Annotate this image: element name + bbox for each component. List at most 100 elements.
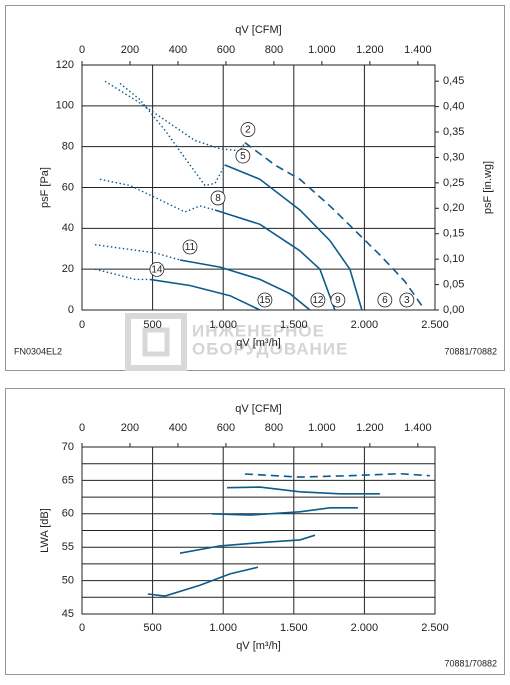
y2-tick-label: 0,15: [443, 228, 464, 240]
x2-tick-label: 200: [121, 422, 139, 434]
curve-label-circle: [377, 292, 393, 308]
stall-curve: [94, 244, 181, 261]
stall-curve: [99, 178, 216, 213]
footer-code: 70881/70882: [444, 346, 497, 356]
y-tick-label: 50: [62, 575, 74, 587]
x2-tick-label: 200: [121, 44, 139, 56]
curve: [224, 164, 363, 311]
curve: [179, 259, 311, 311]
curve-label: 8: [215, 193, 221, 204]
x-tick-label: 0: [79, 622, 85, 634]
y-axis-title: LWA [dB]: [39, 508, 51, 553]
x-axis-title: qV [m³/h]: [236, 337, 281, 349]
x2-tick-label: 0: [79, 422, 85, 434]
x2-tick-label: 400: [169, 422, 187, 434]
curve-label: 6: [382, 295, 388, 306]
watermark-logo: [125, 313, 187, 371]
x2-tick-label: 800: [265, 44, 283, 56]
y-tick-label: 80: [62, 141, 74, 153]
curve: [149, 278, 261, 311]
watermark: ИНЖЕНЕРНОЕ: [192, 321, 325, 340]
x2-tick-label: 1.400: [404, 422, 432, 434]
stall-curve: [104, 80, 246, 152]
footer-code: 70881/70882: [444, 658, 497, 668]
x2-tick-label: 800: [265, 422, 283, 434]
plot-frame: [81, 446, 436, 615]
panel-frame: [5, 388, 505, 675]
y-tick-label: 0: [68, 304, 74, 316]
curve-label: 5: [240, 151, 246, 162]
x-tick-label: 0: [79, 319, 85, 331]
x2-tick-label: 1.200: [356, 422, 384, 434]
y-tick-label: 20: [62, 263, 74, 275]
curve-label-circle: [330, 292, 346, 308]
curve: [244, 141, 426, 311]
curve: [244, 472, 430, 478]
y-tick-label: 45: [62, 608, 74, 620]
y2-tick-label: 0,10: [443, 253, 464, 265]
curve-label: 12: [312, 295, 324, 306]
curve-label: 2: [245, 125, 251, 136]
y-axis-title: psF [Pa]: [39, 167, 51, 208]
panel-frame: [5, 5, 505, 371]
curve-label-circle: [182, 239, 198, 255]
y2-tick-label: 0,25: [443, 177, 464, 189]
footer-code: FN0304EL2: [14, 346, 62, 356]
curve-label: 9: [335, 295, 341, 306]
y2-tick-label: 0,35: [443, 126, 464, 138]
x2-axis-title: qV [CFM]: [235, 403, 281, 415]
curve-label: 14: [151, 265, 163, 276]
y-tick-label: 70: [62, 441, 74, 453]
x2-tick-label: 600: [217, 44, 235, 56]
curve-label: 11: [185, 242, 196, 253]
x-axis-title: qV [m³/h]: [236, 640, 281, 652]
y-tick-label: 100: [56, 100, 74, 112]
x-tick-label: 1.500: [280, 319, 308, 331]
y-tick-label: 55: [62, 541, 74, 553]
x-tick-label: 2.000: [351, 319, 379, 331]
curve: [179, 534, 316, 554]
curve-label-circle: [257, 292, 273, 308]
curve: [214, 209, 336, 311]
y2-tick-label: 0,20: [443, 202, 464, 214]
y2-tick-label: 0,45: [443, 75, 464, 87]
x-tick-label: 1.000: [209, 622, 237, 634]
x2-tick-label: 1.400: [404, 44, 432, 56]
x2-tick-label: 1.000: [308, 44, 336, 56]
y-tick-label: 60: [62, 508, 74, 520]
x2-tick-label: 600: [217, 422, 235, 434]
x-tick-label: 1.000: [209, 319, 237, 331]
x2-tick-label: 400: [169, 44, 187, 56]
curve: [226, 486, 380, 495]
x-tick-label: 1.500: [280, 622, 308, 634]
curve-label-circle: [235, 148, 251, 164]
y2-tick-label: 0,00: [443, 304, 464, 316]
curve-label-circle: [210, 190, 226, 206]
x-tick-label: 2.000: [351, 622, 379, 634]
x2-axis-title: qV [CFM]: [235, 24, 281, 36]
y2-tick-label: 0,30: [443, 151, 464, 163]
curve-label-circle: [399, 292, 415, 308]
y2-tick-label: 0,40: [443, 101, 464, 113]
curve: [211, 507, 358, 516]
x2-tick-label: 0: [79, 44, 85, 56]
x2-tick-label: 1.200: [356, 44, 384, 56]
curve-label-circle: [240, 122, 256, 137]
x-tick-label: 500: [143, 622, 161, 634]
curve-label-circle: [149, 261, 165, 277]
x-tick-label: 2.500: [421, 622, 449, 634]
curve-label-circle: [310, 292, 326, 308]
y2-tick-label: 0,05: [443, 278, 464, 290]
y2-axis-title: psF [in.wg]: [482, 161, 494, 214]
curve-label: 3: [404, 295, 410, 306]
stall-curve: [94, 268, 150, 281]
x2-tick-label: 1.000: [308, 422, 336, 434]
stall-curve: [119, 82, 226, 187]
x-tick-label: 500: [143, 319, 161, 331]
y-tick-label: 60: [62, 181, 74, 193]
y-tick-label: 120: [56, 59, 74, 71]
curve-label: 15: [259, 295, 271, 306]
y-tick-label: 40: [62, 222, 74, 234]
y-tick-label: 65: [62, 474, 74, 486]
